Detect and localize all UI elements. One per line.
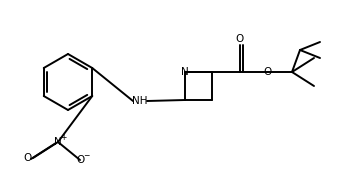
Text: O: O bbox=[236, 34, 244, 44]
Text: +: + bbox=[60, 134, 66, 142]
Text: N: N bbox=[181, 67, 189, 77]
Text: NH: NH bbox=[132, 96, 148, 106]
Text: N: N bbox=[54, 137, 62, 147]
Text: O: O bbox=[264, 67, 272, 77]
Text: O: O bbox=[76, 155, 84, 165]
Text: O: O bbox=[23, 153, 31, 163]
Text: −: − bbox=[83, 152, 89, 161]
